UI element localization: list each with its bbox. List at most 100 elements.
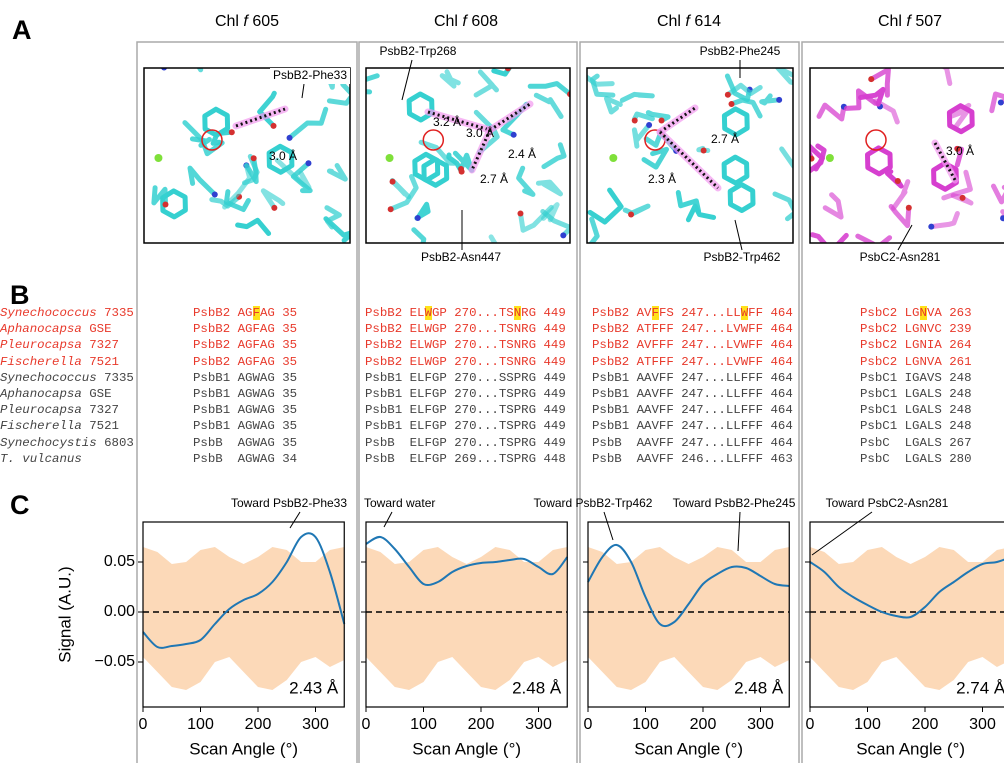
distance-label: 3.0 Å — [946, 143, 974, 158]
atom — [511, 132, 517, 138]
species-name: Pleurocapsa 7327 — [0, 403, 119, 417]
green-atom — [154, 154, 162, 162]
leader-line — [302, 84, 304, 98]
sequence-segment: PsbB1 AAVFF 247...LLFFF 464 — [592, 419, 793, 433]
residue-label: PsbB2-Asn447 — [421, 250, 501, 264]
distance-label: 2.4 Å — [508, 146, 536, 161]
sequence-segment: PsbC2 LGNIA 264 — [860, 338, 972, 352]
atom — [906, 205, 912, 211]
residue-label: PsbC2-Asn281 — [860, 250, 941, 264]
null-band — [588, 547, 789, 690]
annotation-leader — [812, 512, 872, 555]
strain: 7327 — [89, 403, 119, 417]
residue-label: PsbB2-Phe33 — [273, 68, 347, 82]
sequence-segment: PsbB AAVFF 246...LLFFF 463 — [592, 452, 793, 466]
stick — [607, 99, 621, 113]
alignment-row: PsbB1 AAVFF 247...LLFFF 464 — [592, 403, 793, 417]
title-text: Chl — [657, 13, 681, 30]
sequence-segment: RG 449 — [521, 306, 566, 320]
atom — [776, 97, 782, 103]
sequence-segment: PsbB2 AGFAG 35 — [193, 322, 297, 336]
sequence-segment: PsbB2 ELWGP 270...TSNRG 449 — [365, 355, 566, 369]
stick — [521, 207, 552, 230]
strain: 7335 — [104, 371, 134, 385]
title-number: 605 — [252, 13, 279, 30]
annotation: Toward water — [364, 496, 435, 510]
sequence-segment: PsbB1 AAVFF 247...LLFFF 464 — [592, 371, 793, 385]
alignment-row: PsbB2 ELWGP 270...TSNRG 449 — [365, 355, 566, 369]
alignment-row: PsbB1 AGWAG 35 — [193, 387, 297, 401]
column-title: Chl f 608 — [434, 13, 498, 30]
annotation: Toward PsbB2-Phe245 — [673, 496, 796, 510]
sequence-segment: PsbC1 IGAVS 248 — [860, 371, 972, 385]
strain: GSE — [89, 387, 111, 401]
annotation-leader — [290, 512, 300, 528]
alignment-row: PsbB AGWAG 35 — [193, 436, 297, 450]
atom — [251, 155, 257, 161]
leader-line — [898, 225, 912, 250]
genus: Fischerella — [0, 355, 82, 369]
sequence-segment: PsbC2 LGNVA 261 — [860, 355, 972, 369]
x-tick-label: 100 — [187, 716, 214, 733]
sequence-segment: PsbB2 ELWGP 270...TSNRG 449 — [365, 322, 566, 336]
column-title: Chl f 507 — [878, 13, 942, 30]
leader-line — [735, 220, 742, 250]
alignment-row: PsbB1 ELFGP 270...SSPRG 449 — [365, 371, 566, 385]
sequence-segment: PsbB1 AGWAG 35 — [193, 387, 297, 401]
atom — [646, 122, 652, 128]
x-tick-label: 0 — [806, 716, 815, 733]
green-atom — [386, 154, 394, 162]
atom — [560, 232, 566, 238]
sequence-segment: PsbB2 AVFFF 247...LVWFF 464 — [592, 338, 793, 352]
stick — [326, 219, 353, 241]
atom — [632, 117, 638, 123]
alignment-row: PsbC2 LGNIA 264 — [860, 338, 972, 352]
x-tick-label: 100 — [410, 716, 437, 733]
atom — [998, 100, 1004, 106]
annotation: Toward PsbB2-Phe33 — [231, 496, 347, 510]
distance-label: 3.0 Å — [466, 125, 494, 140]
stick — [891, 207, 909, 226]
species-name: T. vulcanus — [0, 452, 82, 466]
stick — [634, 125, 649, 146]
title-number: 507 — [915, 13, 942, 30]
green-atom — [826, 154, 834, 162]
species-name: Aphanocapsa GSE — [0, 322, 112, 336]
sequence-segment: PsbB2 AG — [193, 306, 253, 320]
stick — [590, 190, 621, 222]
alignment-row: PsbB1 ELFGP 270...TSPRG 449 — [365, 387, 566, 401]
stick — [476, 72, 496, 95]
distance-label: 2.48 Å — [512, 678, 562, 697]
highlighted-residue: F — [652, 306, 659, 320]
stick — [290, 109, 326, 138]
genus: Synechocystis — [0, 436, 97, 450]
title-italic: f — [906, 13, 912, 30]
sequence-segment: PsbB1 AGWAG 35 — [193, 419, 297, 433]
genus: Pleurocapsa — [0, 338, 82, 352]
genus: Pleurocapsa — [0, 403, 82, 417]
strain: 7335 — [104, 306, 134, 320]
title-text: Chl — [215, 13, 239, 30]
alignment-row: PsbB1 AAVFF 247...LLFFF 464 — [592, 387, 793, 401]
stick — [260, 93, 275, 126]
annotation-leader — [604, 512, 613, 540]
title-italic: f — [685, 13, 691, 30]
x-tick-label: 0 — [139, 716, 148, 733]
sequence-segment: PsbC LGALS 267 — [860, 436, 972, 450]
atom — [960, 195, 966, 201]
highlighted-residue: N — [920, 306, 927, 320]
atom — [868, 76, 874, 82]
atom — [729, 101, 735, 107]
species-name: Fischerella 7521 — [0, 419, 119, 433]
y-axis-label: Signal (A.U.) — [55, 566, 74, 662]
stick — [154, 188, 166, 205]
x-tick-label: 0 — [584, 716, 593, 733]
atom — [390, 179, 396, 185]
sequence-segment: FF 464 — [748, 306, 793, 320]
sequence-segment: VA 263 — [927, 306, 972, 320]
x-axis-label: Scan Angle (°) — [412, 739, 521, 758]
stick — [530, 84, 570, 95]
stick — [644, 149, 667, 167]
genus: Fischerella — [0, 419, 82, 433]
distance-label: 2.48 Å — [734, 678, 784, 697]
